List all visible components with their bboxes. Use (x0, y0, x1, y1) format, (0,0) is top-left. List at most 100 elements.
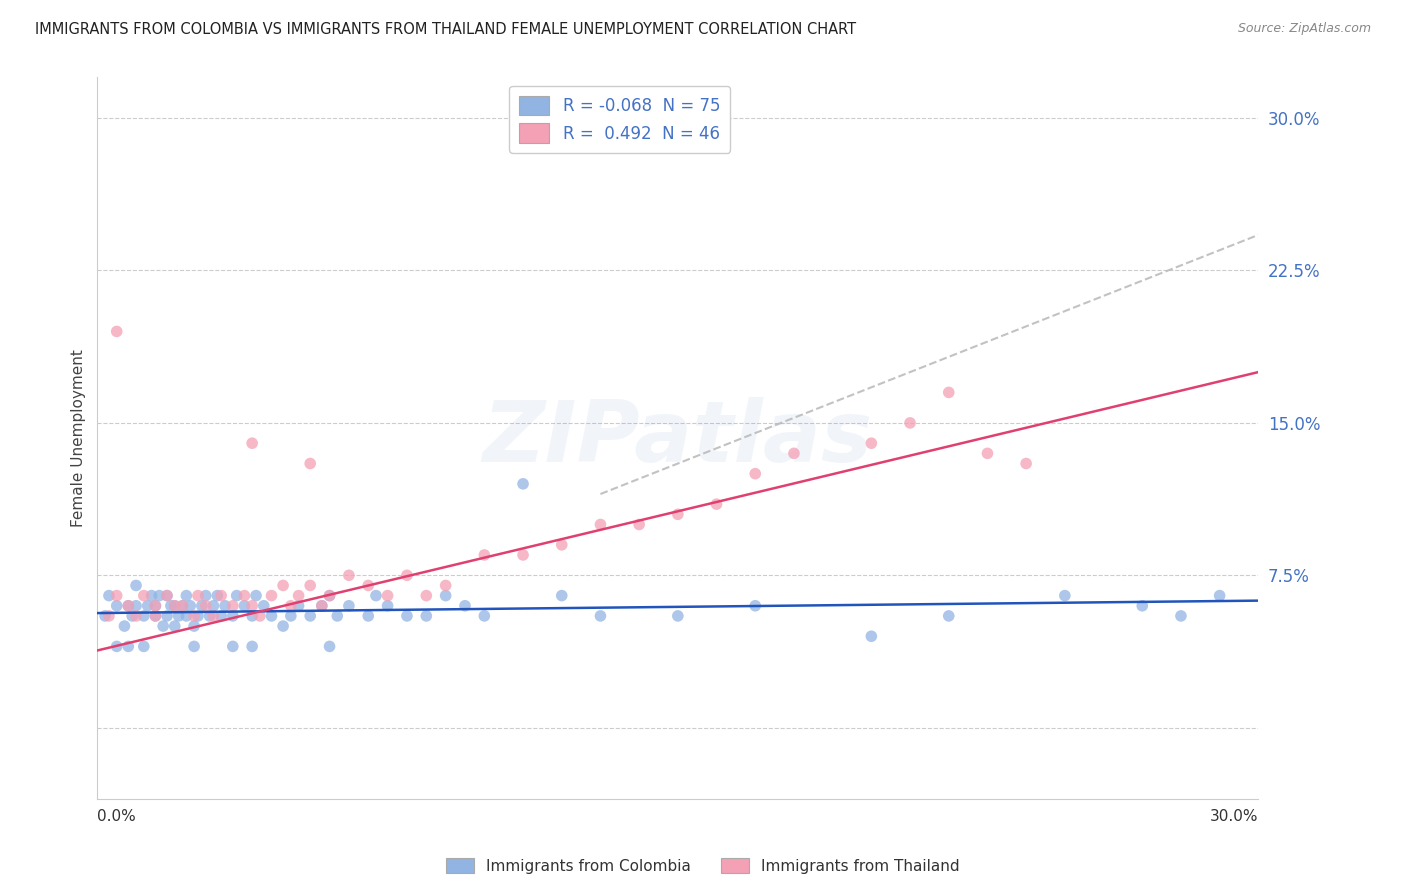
Point (898, 416, 921, 430)
Point (280, 599, 302, 613)
Point (160, 599, 183, 613)
Point (117, 640, 139, 654)
Point (148, 589, 170, 603)
Point (783, 446, 806, 460)
Point (249, 608, 271, 623)
Point (666, 608, 689, 623)
Point (253, 599, 276, 613)
Point (202, 599, 225, 613)
Point (176, 589, 198, 603)
Point (167, 608, 190, 623)
Point (280, 608, 302, 623)
Point (1170, 608, 1192, 623)
Point (163, 599, 186, 613)
Point (145, 608, 167, 623)
Point (1015, 457, 1038, 471)
Point (271, 619, 294, 633)
Point (183, 640, 205, 654)
Text: ZIPatlas: ZIPatlas (482, 397, 873, 480)
Point (105, 325, 128, 339)
Point (105, 589, 128, 603)
Point (260, 589, 283, 603)
Point (198, 608, 221, 623)
Point (240, 608, 263, 623)
Y-axis label: Female Unemployment: Female Unemployment (72, 349, 86, 527)
Point (287, 599, 309, 613)
Point (299, 578, 322, 592)
Point (357, 608, 380, 623)
Point (395, 608, 418, 623)
Point (299, 457, 322, 471)
Point (233, 599, 256, 613)
Point (222, 599, 245, 613)
Point (976, 446, 998, 460)
Point (214, 599, 236, 613)
Point (207, 589, 229, 603)
Point (318, 640, 340, 654)
Point (132, 589, 155, 603)
Point (860, 629, 883, 643)
Point (706, 497, 728, 511)
Point (191, 599, 214, 613)
Point (105, 599, 128, 613)
Point (117, 599, 139, 613)
Point (415, 608, 437, 623)
Point (136, 599, 159, 613)
Point (125, 608, 148, 623)
Point (240, 640, 263, 654)
Point (472, 608, 495, 623)
Point (209, 589, 232, 603)
Point (117, 599, 139, 613)
Point (179, 599, 201, 613)
Point (337, 568, 360, 582)
Point (194, 599, 217, 613)
Point (152, 619, 174, 633)
Point (172, 599, 194, 613)
Legend: R = -0.068  N = 75, R =  0.492  N = 46: R = -0.068 N = 75, R = 0.492 N = 46 (509, 86, 730, 153)
Point (225, 589, 247, 603)
Point (145, 608, 167, 623)
Point (666, 508, 689, 522)
Point (589, 517, 612, 532)
Point (145, 599, 167, 613)
Point (187, 608, 209, 623)
Point (1130, 599, 1153, 613)
Point (434, 589, 457, 603)
Point (938, 608, 960, 623)
Point (156, 589, 179, 603)
Point (1053, 589, 1076, 603)
Point (125, 578, 148, 592)
Legend: Immigrants from Colombia, Immigrants from Thailand: Immigrants from Colombia, Immigrants fro… (440, 852, 966, 880)
Point (114, 619, 136, 633)
Point (156, 589, 179, 603)
Point (472, 548, 495, 562)
Point (311, 599, 333, 613)
Point (287, 589, 309, 603)
Point (589, 608, 612, 623)
Point (245, 589, 267, 603)
Point (377, 589, 399, 603)
Point (183, 619, 205, 633)
Point (628, 517, 651, 532)
Point (187, 589, 209, 603)
Point (551, 589, 574, 603)
Point (176, 608, 198, 623)
Point (163, 599, 186, 613)
Point (183, 608, 205, 623)
Point (141, 589, 163, 603)
Point (132, 608, 155, 623)
Point (1208, 589, 1230, 603)
Point (222, 640, 245, 654)
Point (415, 589, 437, 603)
Point (271, 578, 294, 592)
Point (337, 599, 360, 613)
Text: 30.0%: 30.0% (1209, 809, 1258, 824)
Point (512, 548, 534, 562)
Point (132, 640, 155, 654)
Point (938, 385, 960, 400)
Point (97, 608, 120, 623)
Point (744, 467, 766, 481)
Point (125, 599, 148, 613)
Point (357, 578, 380, 592)
Point (240, 436, 263, 450)
